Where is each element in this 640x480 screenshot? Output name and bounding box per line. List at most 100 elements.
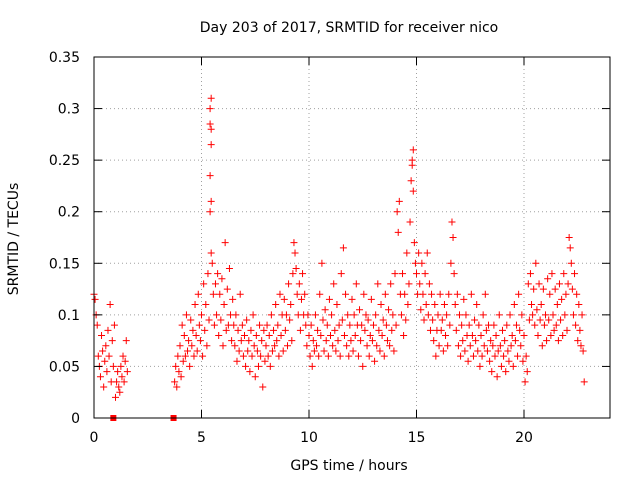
data-point bbox=[223, 285, 231, 293]
data-point bbox=[261, 357, 269, 365]
data-point bbox=[220, 301, 228, 309]
data-point bbox=[392, 321, 400, 329]
data-point bbox=[106, 301, 114, 309]
data-point bbox=[402, 316, 410, 324]
chart-title: Day 203 of 2017, SRMTID for receiver nic… bbox=[200, 20, 498, 36]
data-point bbox=[509, 362, 517, 370]
data-point bbox=[545, 316, 553, 324]
data-point bbox=[303, 342, 311, 350]
data-point bbox=[289, 270, 297, 278]
y-tick-label: 0 bbox=[71, 411, 80, 427]
data-point bbox=[547, 331, 555, 339]
data-point bbox=[214, 270, 222, 278]
x-tick-labels: 0 5 10 15 20 bbox=[90, 430, 533, 446]
data-point bbox=[401, 290, 409, 298]
y-tick-label: 0.3 bbox=[58, 102, 80, 118]
data-point bbox=[507, 342, 515, 350]
data-point bbox=[234, 326, 242, 334]
data-point bbox=[322, 337, 330, 345]
data-point bbox=[468, 331, 476, 339]
data-point bbox=[443, 311, 451, 319]
data-point bbox=[422, 301, 430, 309]
data-point bbox=[200, 280, 208, 288]
data-point bbox=[233, 357, 241, 365]
data-point bbox=[521, 378, 529, 386]
data-point bbox=[217, 316, 225, 324]
data-point bbox=[389, 311, 397, 319]
y-axis-label: SRMTID / TECUs bbox=[6, 183, 22, 296]
data-point bbox=[579, 347, 587, 355]
data-point bbox=[538, 342, 546, 350]
data-point bbox=[206, 120, 214, 128]
data-point bbox=[471, 316, 479, 324]
data-point bbox=[172, 362, 180, 370]
data-point bbox=[567, 259, 575, 267]
data-point bbox=[175, 368, 183, 376]
data-point bbox=[444, 342, 452, 350]
data-point bbox=[182, 311, 190, 319]
data-point bbox=[328, 311, 336, 319]
data-point bbox=[275, 352, 283, 360]
y-tick-label: 0.1 bbox=[58, 308, 80, 324]
data-point bbox=[358, 321, 366, 329]
data-point bbox=[571, 270, 579, 278]
data-point bbox=[383, 337, 391, 345]
data-point bbox=[552, 321, 560, 329]
data-point bbox=[349, 347, 357, 355]
data-point bbox=[296, 326, 304, 334]
data-point bbox=[542, 311, 549, 319]
data-point bbox=[265, 331, 273, 339]
data-point bbox=[544, 275, 552, 283]
data-point bbox=[351, 331, 359, 339]
data-point bbox=[246, 368, 254, 376]
data-point bbox=[96, 373, 104, 381]
data-point bbox=[546, 290, 554, 298]
data-point bbox=[262, 342, 270, 350]
data-point bbox=[446, 321, 454, 329]
data-point bbox=[356, 306, 364, 314]
data-point bbox=[480, 342, 488, 350]
data-point bbox=[318, 259, 326, 267]
data-point bbox=[178, 321, 186, 329]
data-point bbox=[219, 342, 227, 350]
data-point bbox=[256, 321, 264, 329]
data-point bbox=[99, 347, 107, 355]
data-point bbox=[314, 326, 322, 334]
data-point bbox=[539, 285, 547, 293]
data-point bbox=[352, 280, 360, 288]
data-point bbox=[501, 337, 509, 345]
data-point bbox=[306, 352, 314, 360]
data-point bbox=[251, 373, 259, 381]
data-point bbox=[365, 352, 373, 360]
data-point bbox=[386, 342, 394, 350]
data-point bbox=[385, 306, 393, 314]
data-point bbox=[424, 311, 432, 319]
data-point bbox=[332, 347, 340, 355]
data-point bbox=[317, 331, 325, 339]
data-point bbox=[482, 326, 490, 334]
data-point bbox=[370, 321, 377, 329]
data-point bbox=[316, 290, 324, 298]
data-point bbox=[307, 321, 315, 329]
data-point bbox=[272, 301, 280, 309]
data-point bbox=[213, 311, 221, 319]
data-point bbox=[216, 290, 224, 298]
data-point bbox=[387, 280, 395, 288]
data-point bbox=[456, 311, 463, 319]
data-point bbox=[173, 383, 181, 391]
data-point bbox=[211, 280, 219, 288]
data-point bbox=[405, 280, 413, 288]
data-point bbox=[409, 146, 417, 154]
data-point bbox=[503, 321, 511, 329]
data-point bbox=[221, 239, 229, 247]
data-point bbox=[572, 321, 580, 329]
data-point bbox=[228, 337, 236, 345]
data-point bbox=[460, 295, 468, 303]
data-point bbox=[207, 249, 215, 257]
data-point bbox=[486, 357, 494, 365]
data-point bbox=[407, 177, 415, 185]
data-point bbox=[483, 347, 491, 355]
data-point bbox=[524, 280, 532, 288]
data-point bbox=[299, 270, 307, 278]
data-point bbox=[207, 94, 215, 102]
